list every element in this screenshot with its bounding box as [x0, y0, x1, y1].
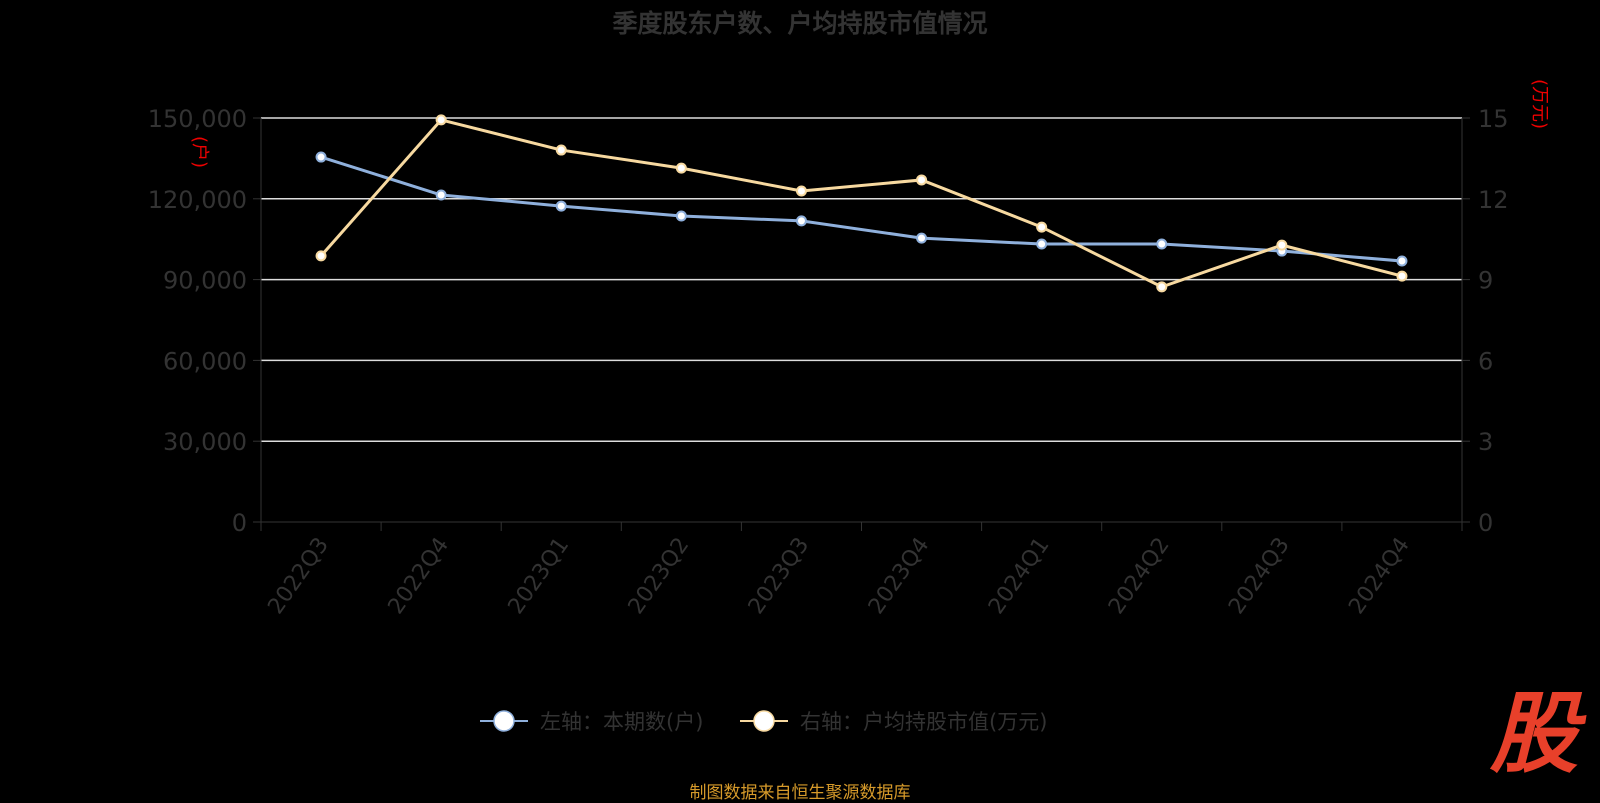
legend-label: 左轴：本期数(户)	[540, 710, 704, 734]
data-point	[916, 232, 928, 244]
x-tick-label: 2023Q1	[504, 533, 575, 619]
data-point	[675, 210, 687, 222]
series-line-0	[320, 155, 1403, 263]
y-right-tick-label: 12	[1478, 186, 1509, 214]
y-right-tick-label: 0	[1478, 509, 1493, 537]
y-right-tick-label: 9	[1478, 267, 1493, 295]
y-left-tick-label: 60,000	[163, 347, 247, 375]
logo: 股	[1489, 682, 1578, 785]
x-tick-label: 2024Q1	[984, 533, 1055, 619]
data-point	[1276, 239, 1288, 251]
data-point	[555, 144, 567, 156]
source-footer: 制图数据来自恒生聚源数据库	[689, 783, 911, 803]
data-point	[675, 162, 687, 174]
legend-item-left[interactable]: 左轴：本期数(户)	[480, 706, 703, 736]
y-right-tick-label: 15	[1478, 105, 1509, 133]
x-tick-label: 2024Q4	[1344, 533, 1415, 619]
x-tick-label: 2023Q4	[864, 533, 935, 619]
data-point	[795, 215, 807, 227]
y-left-tick-label: 120,000	[148, 186, 247, 214]
data-point	[1036, 238, 1048, 250]
y-right-axis-name: (万元)	[1529, 79, 1550, 129]
legend-item-right[interactable]: 右轴：户均持股市值(万元)	[740, 706, 1047, 736]
data-point	[1396, 255, 1408, 267]
y-left-tick-label: 0	[232, 509, 247, 537]
series-line-1	[319, 118, 1403, 289]
y-right-tick-label: 6	[1478, 347, 1493, 375]
y-left-tick-label: 90,000	[163, 267, 247, 295]
x-tick-label: 2024Q3	[1224, 533, 1295, 619]
data-point	[1036, 221, 1048, 233]
data-point	[795, 185, 807, 197]
data-point	[555, 200, 567, 212]
data-point	[1156, 238, 1168, 250]
x-tick-label: 2022Q4	[384, 533, 455, 619]
x-tick-label: 2024Q2	[1104, 533, 1175, 619]
legend-line-yellow-icon	[740, 710, 788, 732]
data-point	[435, 189, 447, 201]
data-point	[315, 250, 327, 262]
legend-line-blue-icon	[480, 710, 528, 732]
data-point	[1396, 270, 1408, 282]
data-point	[916, 174, 928, 186]
x-tick-label: 2023Q3	[744, 533, 815, 619]
y-right-tick-label: 3	[1478, 428, 1493, 456]
data-point	[315, 151, 327, 163]
y-left-axis-name: (户)	[189, 136, 210, 168]
data-point	[1156, 281, 1168, 293]
chart-title: 季度股东户数、户均持股市值情况	[612, 9, 988, 38]
y-left-tick-label: 150,000	[148, 105, 247, 133]
x-tick-label: 2023Q2	[624, 533, 695, 619]
legend-label: 右轴：户均持股市值(万元)	[800, 710, 1048, 734]
x-tick-label: 2022Q3	[263, 533, 334, 619]
y-left-tick-label: 30,000	[163, 428, 247, 456]
data-point	[435, 114, 447, 126]
